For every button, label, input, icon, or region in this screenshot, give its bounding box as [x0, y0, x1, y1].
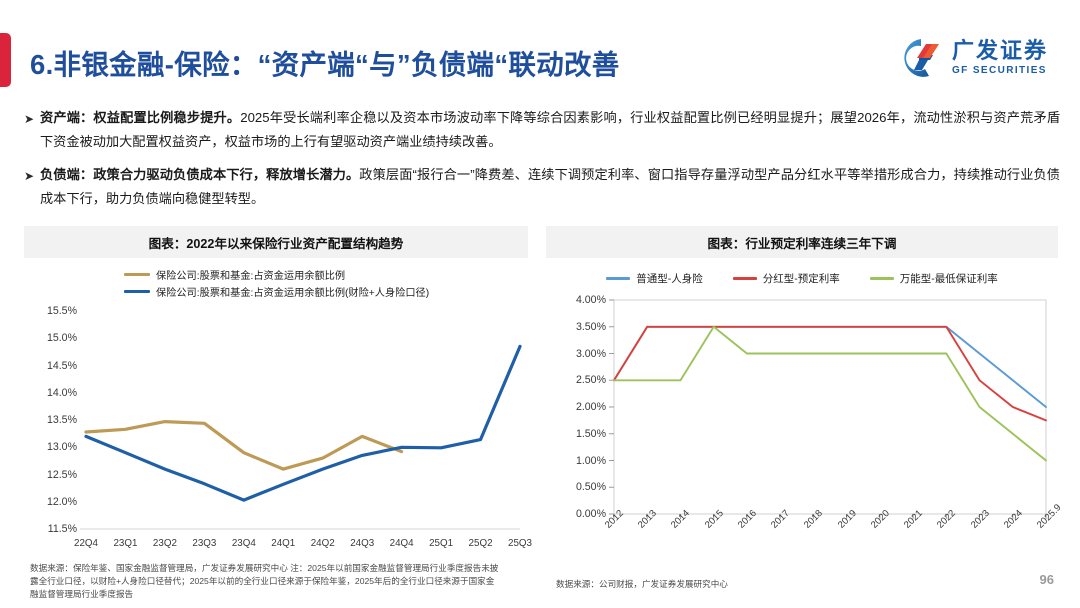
- y-axis-tick-label: 1.00%: [575, 454, 606, 467]
- y-axis-tick-label: 0.00%: [575, 508, 606, 520]
- chart-panel-asset-allocation: 图表：2022年以来保险行业资产配置结构趋势 保险公司:股票和基金:占资金运用余…: [24, 226, 532, 571]
- bullet-text: 负债端：政策合力驱动负债成本下行，释放增长潜力。政策层面“报行合一”降费差、连续…: [40, 163, 1060, 211]
- bullet-arrow-icon: ➤: [24, 112, 35, 126]
- legend-item: 保险公司:股票和基金:占资金运用余额比例(财险+人身险口径): [124, 284, 528, 299]
- x-axis-tick-label: 24Q2: [310, 538, 335, 549]
- chart-title-right: 图表：行业预定利率连续三年下调: [546, 226, 1058, 258]
- legend-item: 分红型-预定利率: [732, 271, 840, 286]
- bullet-rest: 政策层面“报行合一”降费差、连续下调预定利率、窗口指导存量浮动型产品分红水平等举…: [40, 167, 1060, 206]
- y-axis-tick-label: 3.00%: [575, 347, 606, 360]
- bullet-item-asset-side: ➤ 资产端：权益配置比例稳步提升。2025年受长端利率企稳以及资本市场波动率下降…: [24, 106, 1060, 154]
- chart-title-left: 图表：2022年以来保险行业资产配置结构趋势: [24, 226, 528, 258]
- series-line: [84, 344, 522, 502]
- legend-color-swatch: [124, 273, 150, 276]
- y-axis-tick-label: 12.5%: [46, 468, 77, 481]
- y-axis-tick-label: 4.00%: [575, 294, 606, 306]
- legend-item: 保险公司:股票和基金:占资金运用余额比例: [124, 267, 528, 282]
- legend-label: 普通型-人身险: [636, 273, 703, 285]
- bullet-list: ➤ 资产端：权益配置比例稳步提升。2025年受长端利率企稳以及资本市场波动率下降…: [24, 106, 1060, 220]
- chart-panel-guaranteed-rate: 图表：行业预定利率连续三年下调 普通型-人身险 分红型-预定利率 万能型-最低保证利…: [546, 226, 1064, 567]
- x-axis-tick-label: 24Q1: [271, 538, 296, 549]
- legend-color-swatch: [732, 277, 757, 280]
- x-axis-tick-label: 24Q4: [389, 538, 414, 549]
- plot-area-left: 11.5% 12.0% 12.5% 13.0% 13.5% 14.0% 14.5% 15.0%…: [24, 301, 532, 571]
- chart-legend-right: 普通型-人身险 分红型-预定利率 万能型-最低保证利率: [546, 258, 1058, 292]
- x-axis-tick-label: 25Q1: [429, 538, 454, 549]
- x-axis-tick-label: 23Q4: [231, 538, 256, 549]
- series-line: [613, 325, 1047, 408]
- y-axis-tick-label: 0.50%: [575, 481, 606, 494]
- x-axis-tick-label: 23Q1: [113, 538, 138, 549]
- line-chart-left: [80, 344, 522, 530]
- chart-body-right: 普通型-人身险 分红型-预定利率 万能型-最低保证利率 0.00% 0.50% 1.00…: [546, 258, 1064, 567]
- bullet-rest: 2025年受长端利率企稳以及资本市场波动率下降等综合因素影响，行业权益配置比例已…: [40, 110, 1061, 149]
- legend-label: 分红型-预定利率: [762, 273, 840, 285]
- logo-mark-icon: [899, 36, 943, 80]
- y-axis-tick-label: 2.00%: [575, 401, 606, 413]
- series-line: [84, 420, 404, 471]
- gf-securities-logo: 广发证券 GF SECURITIES: [899, 36, 1048, 80]
- chart-note-right: 数据来源：公司财报，广发证券发展研究中心: [556, 579, 728, 589]
- x-axis-tick-label: 23Q2: [152, 538, 177, 549]
- logo-text-en: GF SECURITIES: [951, 65, 1047, 76]
- x-axis-tick-label: 23Q3: [192, 538, 217, 549]
- logo-text-cn: 广发证券: [951, 38, 1048, 63]
- legend-item: 万能型-最低保证利率: [869, 271, 998, 286]
- chart-legend-left: 保险公司:股票和基金:占资金运用余额比例保险公司:股票和基金:占资金运用余额比例…: [24, 258, 528, 299]
- page-number: 96: [1039, 572, 1054, 587]
- legend-color-swatch: [869, 277, 894, 280]
- line-chart-right: [609, 299, 1047, 519]
- chart-note-left: 数据来源：保险年鉴、国家金融监督管理局，广发证券发展研究中心 注：2025年以前…: [30, 563, 499, 599]
- chart-body-left: 保险公司:股票和基金:占资金运用余额比例保险公司:股票和基金:占资金运用余额比例…: [24, 258, 532, 571]
- y-axis-tick-label: 15.5%: [46, 305, 77, 317]
- bullet-lead: 负债端：政策合力驱动负债成本下行，释放增长潜力。: [40, 167, 360, 182]
- legend-label: 保险公司:股票和基金:占资金运用余额比例: [156, 271, 346, 282]
- legend-item: 普通型-人身险: [606, 271, 703, 286]
- y-axis-tick-label: 14.0%: [46, 386, 77, 399]
- bullet-lead: 资产端：权益配置比例稳步提升。: [40, 110, 241, 125]
- y-axis-tick-label: 13.5%: [46, 414, 77, 426]
- bullet-item-liability-side: ➤ 负债端：政策合力驱动负债成本下行，释放增长潜力。政策层面“报行合一”降费差、…: [24, 163, 1060, 211]
- x-axis-tick-label: 25Q3: [508, 538, 532, 549]
- title-accent-bar: [0, 33, 11, 87]
- legend-label: 万能型-最低保证利率: [899, 273, 998, 285]
- series-line: [613, 325, 1047, 462]
- series-line: [613, 325, 1047, 422]
- legend-label: 保险公司:股票和基金:占资金运用余额比例(财险+人身险口径): [156, 288, 430, 299]
- y-axis-tick-label: 12.0%: [46, 495, 77, 508]
- bullet-arrow-icon: ➤: [24, 169, 35, 183]
- bullet-text: 资产端：权益配置比例稳步提升。2025年受长端利率企稳以及资本市场波动率下降等综…: [40, 106, 1060, 154]
- y-axis-tick-label: 11.5%: [47, 523, 77, 535]
- y-axis-tick-label: 15.0%: [46, 332, 77, 345]
- y-axis-tick-label: 1.50%: [575, 427, 606, 440]
- y-axis-tick-label: 2.50%: [575, 374, 606, 387]
- y-axis-tick-label: 14.5%: [46, 359, 77, 372]
- x-axis-tick-label: 22Q4: [74, 538, 98, 549]
- y-axis-tick-label: 3.50%: [575, 320, 606, 333]
- x-axis-tick-label: 25Q2: [468, 538, 493, 549]
- x-axis-tick-label: 24Q3: [350, 538, 375, 549]
- legend-color-swatch: [124, 290, 150, 293]
- page-title: 6.非银金融-保险：“资产端“与”负债端“联动改善: [30, 49, 620, 80]
- legend-color-swatch: [606, 277, 631, 280]
- y-axis-tick-label: 13.0%: [46, 441, 77, 454]
- logo-wordmark: 广发证券 GF SECURITIES: [952, 40, 1048, 76]
- plot-area-right: 0.00% 0.50% 1.00% 1.50% 2.00% 2.50% 3.00% 3.50%…: [546, 292, 1064, 567]
